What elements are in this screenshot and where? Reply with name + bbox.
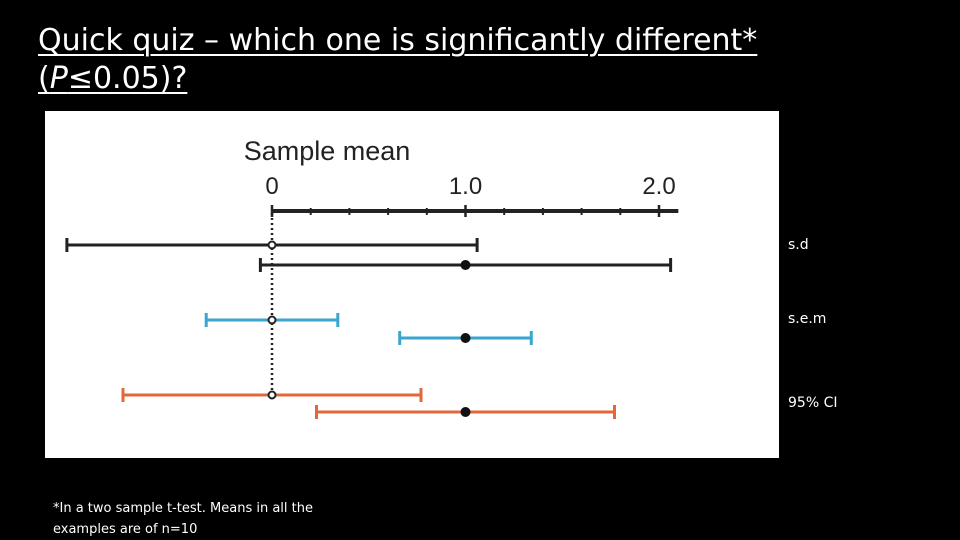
error-bar — [204, 313, 340, 327]
row-label-sem: s.e.m — [788, 311, 827, 327]
row-label-sd: s.d — [788, 237, 809, 253]
mean-marker-open — [267, 390, 277, 400]
mean-marker-filled — [460, 333, 471, 343]
error-bar-chart: Sample mean 0 1.0 2.0 — [65, 136, 679, 419]
title-p-symbol: P — [49, 61, 68, 96]
error-bars — [65, 238, 673, 419]
error-bar — [65, 238, 479, 252]
chart-panel: Sample mean 0 1.0 2.0 — [45, 111, 779, 458]
title-threshold: ≤0.05)? — [67, 61, 188, 96]
footnote: *In a two sample t-test. Means in all th… — [53, 501, 313, 537]
slide-title: Quick quiz – which one is significantly … — [38, 22, 838, 98]
title-line-1: Quick quiz – which one is significantly … — [38, 23, 758, 58]
title-open-paren: ( — [38, 61, 50, 96]
mean-marker-filled — [460, 260, 471, 270]
mean-marker-filled — [460, 407, 471, 417]
x-tick-label: 2.0 — [642, 173, 675, 200]
x-axis: 0 1.0 2.0 — [265, 173, 679, 217]
error-bar — [315, 405, 616, 419]
x-tick-label: 1.0 — [449, 173, 482, 200]
error-bar — [398, 331, 533, 345]
mean-marker-open — [267, 315, 277, 325]
error-bar — [258, 258, 673, 272]
x-tick-label: 0 — [265, 173, 278, 200]
chart-title: Sample mean — [244, 136, 411, 166]
error-bar — [121, 388, 423, 402]
mean-marker-open — [267, 240, 277, 250]
row-label-ci: 95% CI — [788, 395, 838, 411]
